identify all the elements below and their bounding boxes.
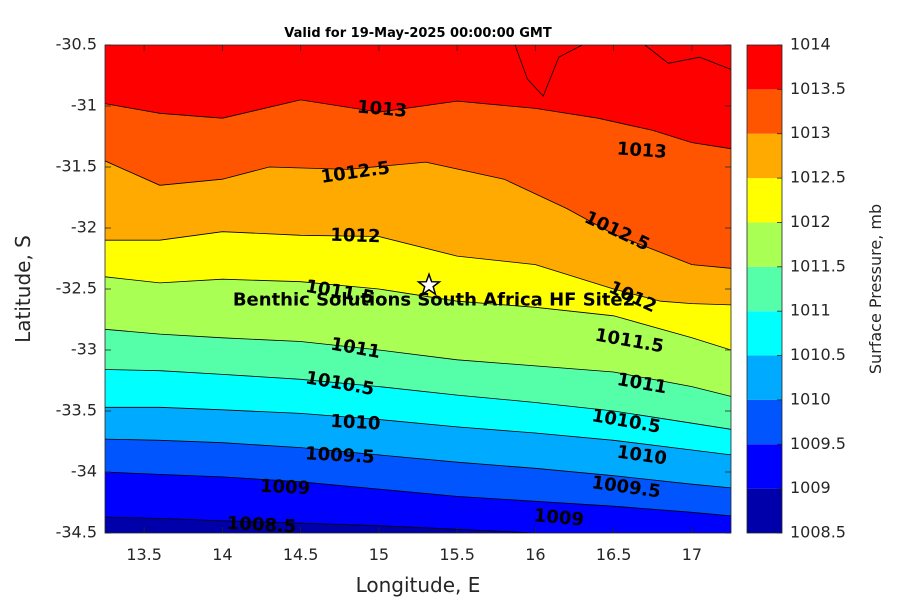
colorbar-band-1013.5 — [747, 45, 782, 90]
y-tick-label: -30.5 — [56, 35, 97, 54]
contour-line-1009 — [105, 471, 731, 517]
colorbar-tick-label: 1010.5 — [790, 345, 846, 364]
x-tick-label: 14.5 — [283, 545, 319, 564]
colorbar-band-1012.5 — [747, 133, 782, 179]
y-axis-ticks: -30.5 -31 -31.5 -32 -32.5 -33 -33.5 -34 -34.5 — [56, 35, 731, 542]
chart-title: Valid for 19-May-2025 00:00:00 GMT — [284, 26, 552, 41]
colorbar: 1014 1013.5 1013 1012.5 1012 1011.5 1011 1010.5… — [746, 35, 846, 542]
colorbar-tick-label: 1013 — [790, 123, 831, 142]
y-tick-label: -32 — [71, 218, 97, 237]
colorbar-frame — [746, 44, 783, 534]
colorbar-band-1011.5 — [747, 222, 782, 267]
y-tick-label: -32.5 — [56, 279, 97, 298]
colorbar-band-1009.5 — [747, 399, 782, 445]
y-tick-label: -31 — [71, 96, 97, 115]
contour-line-1012 — [105, 231, 731, 306]
x-tick-label: 16.5 — [596, 545, 632, 564]
contour-label-1009.5: 1009.5 — [305, 443, 375, 468]
colorbar-tick-label: 1011.5 — [790, 256, 846, 275]
contour-line-1011 — [105, 328, 731, 397]
contour-label-1013: 1013 — [356, 97, 408, 122]
colorbar-band-1012 — [747, 178, 782, 223]
colorbar-tick-label: 1014 — [790, 35, 831, 54]
plot-area — [105, 45, 731, 533]
y-tick-label: -33 — [71, 340, 97, 359]
colorbar-tick-label: 1010 — [790, 389, 831, 408]
colorbar-tick-label: 1009.5 — [790, 434, 846, 453]
contour-fills — [105, 45, 731, 533]
contour-label-1009: 1009 — [259, 476, 310, 500]
x-tick-label: 15 — [369, 545, 389, 564]
colorbar-band-1010.5 — [747, 311, 782, 356]
contour-line-1013.5 — [514, 45, 583, 97]
colorbar-band-1013 — [747, 89, 782, 134]
y-axis-label: Latitude, S — [11, 235, 35, 343]
contour-line-1013.5 — [644, 45, 731, 70]
colorbar-label: Surface Pressure, mb — [866, 204, 885, 374]
contour-line-1010.5 — [105, 369, 731, 430]
x-tick-label: 13.5 — [126, 545, 162, 564]
contour-label-1013: 1013 — [616, 138, 667, 162]
x-tick-label: 16 — [525, 545, 545, 564]
colorbar-tick-label: 1013.5 — [790, 79, 846, 98]
colorbar-band-1008.5 — [747, 488, 782, 533]
colorbar-band-1009 — [747, 444, 782, 489]
colorbar-tick-label: 1009 — [790, 478, 831, 497]
contour-line-1011.5 — [105, 276, 731, 351]
x-axis-ticks: 13.5 14 14.5 15 15.5 16 16.5 17 — [126, 45, 702, 564]
contour-label-1010: 1010 — [330, 411, 381, 435]
site-label: Benthic Solutions South Africa HF Site2 — [233, 289, 635, 310]
contour-line-1013 — [105, 99, 731, 150]
colorbar-tick-label: 1012.5 — [790, 168, 846, 187]
contour-line-1010 — [105, 406, 731, 456]
contour-label-1009: 1009 — [533, 505, 585, 530]
contour-label-1012: 1012 — [330, 225, 381, 248]
colorbar-tick-label: 1011 — [790, 301, 831, 320]
colorbar-tick-label: 1008.5 — [790, 523, 846, 542]
site-marker-group: Benthic Solutions South Africa HF Site2 — [233, 272, 635, 310]
y-tick-label: -34 — [71, 462, 97, 481]
site-star-icon — [416, 272, 442, 297]
band-1013.5-patch-2 — [644, 45, 731, 70]
y-tick-label: -33.5 — [56, 401, 97, 420]
colorbar-band-1011 — [747, 266, 782, 312]
x-tick-label: 17 — [682, 545, 702, 564]
x-tick-label: 15.5 — [439, 545, 475, 564]
y-tick-label: -31.5 — [56, 157, 97, 176]
x-axis-label: Longitude, E — [356, 573, 481, 597]
contour-label-1008.5: 1008.5 — [226, 513, 296, 538]
contour-line-1012.5 — [105, 160, 731, 269]
x-tick-label: 14 — [212, 545, 232, 564]
colorbar-band-1010 — [747, 355, 782, 400]
contour-line-1009.5 — [105, 438, 731, 489]
colorbar-tick-label: 1012 — [790, 212, 831, 231]
band-1013 — [105, 45, 731, 533]
band-1013.5 — [105, 45, 731, 533]
y-tick-label: -34.5 — [56, 523, 97, 542]
